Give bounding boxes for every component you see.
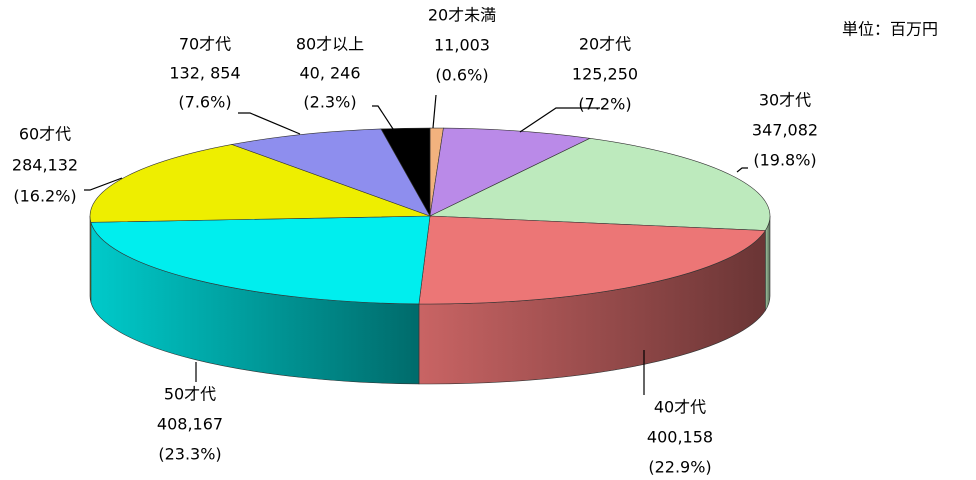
pie-slice — [90, 215, 431, 305]
slice-category: 80才以上 — [296, 35, 364, 54]
slice-labels: 20才未満 11,003 (0.6%) 20才代 125,250 (7.2%) 30才代 34… — [12, 6, 818, 477]
slice-category: 50才代 — [164, 385, 216, 404]
slice-category: 40才代 — [654, 398, 706, 417]
slice-percent-label: (7.2%) — [578, 95, 631, 114]
slice-value-label: 125,250 — [572, 65, 638, 84]
pie-side — [89, 215, 92, 303]
slice-category: 30才代 — [759, 91, 811, 110]
slice-percent-label: (7.6%) — [178, 93, 231, 112]
slice-value-label: 400,158 — [647, 428, 713, 447]
leader-lines — [84, 94, 748, 395]
slice-category: 20才代 — [579, 35, 631, 54]
pie-slice — [230, 128, 431, 217]
pie-side — [765, 215, 771, 312]
slice-value-label: 40, 246 — [299, 64, 360, 83]
slice-percent-label: (22.9%) — [648, 458, 711, 477]
slice-value-label: 132, 854 — [169, 64, 240, 83]
slice-category: 60才代 — [19, 125, 71, 144]
pie-slice — [429, 127, 591, 217]
slice-percent-label: (2.3%) — [303, 93, 356, 112]
pie-slice — [380, 127, 431, 218]
slice-value-label: 11,003 — [434, 36, 490, 55]
leader-line — [372, 105, 396, 133]
unit-label: 単位：百万円 — [842, 20, 938, 39]
leader-line — [84, 177, 123, 191]
slice-percent-label: (23.3%) — [158, 445, 221, 464]
leader-line — [432, 94, 437, 129]
leader-line — [519, 107, 600, 133]
pie-tops — [89, 127, 771, 305]
slice-percent-label: (16.2%) — [13, 187, 76, 206]
slice-value-label: 284,132 — [12, 156, 78, 175]
slice-value-label: 347,082 — [752, 121, 818, 140]
pie-slice — [418, 215, 766, 305]
pie-sides — [89, 215, 771, 385]
pie-slice — [429, 138, 771, 231]
slice-percent-label: (19.8%) — [753, 151, 816, 170]
slice-category: 70才代 — [179, 35, 231, 54]
slice-category: 20才未満 — [428, 6, 496, 25]
slice-percent-label: (0.6%) — [435, 66, 488, 85]
slice-value-label: 408,167 — [157, 415, 223, 434]
pie-slice — [89, 144, 431, 223]
leader-line — [736, 167, 748, 173]
leader-line — [238, 112, 301, 135]
